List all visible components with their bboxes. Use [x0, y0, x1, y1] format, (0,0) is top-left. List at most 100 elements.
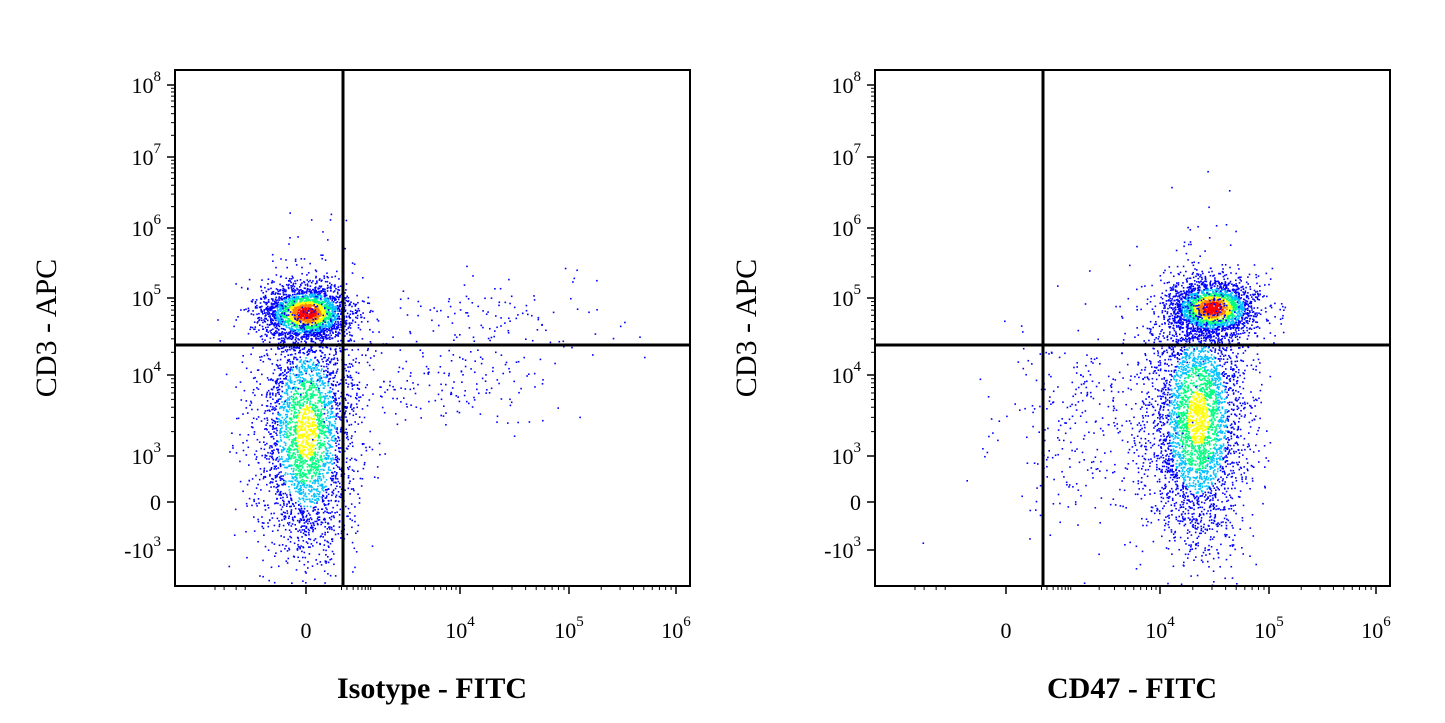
event-dot	[307, 365, 310, 367]
event-dot	[289, 298, 292, 300]
event-dot	[319, 375, 322, 377]
event-dot	[314, 509, 316, 511]
event-dot	[331, 325, 334, 328]
event-dot	[272, 336, 275, 339]
event-dot	[347, 438, 349, 441]
event-dot	[325, 297, 328, 300]
event-dot	[314, 308, 316, 311]
event-dot	[245, 454, 248, 456]
event-dot	[290, 285, 292, 287]
event-dot	[299, 298, 301, 301]
event-dot	[237, 316, 239, 318]
event-dot	[254, 394, 256, 397]
event-dot	[345, 410, 347, 412]
event-dot	[268, 307, 271, 310]
event-dot	[337, 447, 340, 449]
event-dot	[268, 461, 271, 464]
event-dot	[297, 321, 299, 324]
event-dot	[308, 326, 310, 329]
event-dot	[266, 335, 268, 338]
event-dot	[270, 332, 272, 334]
event-dot	[267, 305, 269, 308]
event-dot	[325, 449, 327, 451]
event-dot	[354, 458, 356, 461]
event-dot	[355, 357, 357, 360]
event-dot	[269, 337, 272, 340]
event-dot	[367, 320, 369, 323]
event-dot	[284, 512, 286, 514]
event-dot	[362, 312, 364, 314]
event-dot	[320, 285, 323, 287]
event-dot	[289, 306, 291, 309]
event-dot	[345, 382, 348, 384]
event-dot	[292, 555, 295, 558]
event-dot	[293, 302, 295, 304]
event-dot	[282, 496, 284, 499]
event-dot	[311, 340, 313, 343]
event-dot	[304, 301, 306, 304]
event-dot	[317, 465, 320, 468]
event-dot	[311, 321, 314, 324]
event-dot	[333, 327, 336, 330]
event-dot	[261, 319, 263, 322]
event-dot	[348, 354, 350, 356]
event-dot	[303, 362, 306, 364]
event-dot	[287, 324, 290, 327]
event-dot	[312, 386, 314, 389]
event-dot	[266, 323, 269, 326]
event-dot	[257, 462, 260, 464]
event-dot	[312, 340, 315, 343]
event-dot	[339, 309, 341, 312]
event-dot	[297, 292, 299, 294]
event-dot	[280, 535, 282, 537]
event-dot	[317, 287, 320, 289]
event-dot	[338, 329, 341, 331]
event-dot	[329, 297, 331, 300]
event-dot	[328, 417, 330, 419]
event-dot	[333, 324, 335, 327]
event-dot	[332, 301, 335, 303]
event-dot	[283, 288, 286, 291]
event-dot	[308, 538, 310, 540]
event-dot	[322, 328, 325, 330]
event-dot	[319, 415, 321, 417]
event-dot	[264, 456, 266, 459]
event-dot	[271, 453, 273, 455]
event-dot	[266, 428, 268, 431]
event-dot	[319, 392, 321, 394]
event-dot	[352, 319, 354, 322]
event-dot	[281, 298, 283, 301]
event-dot	[301, 414, 304, 417]
event-dot	[297, 440, 300, 443]
event-dot	[326, 284, 329, 287]
event-dot	[291, 442, 293, 444]
event-dot	[322, 330, 324, 332]
event-dot	[270, 512, 273, 515]
event-dot	[326, 450, 329, 452]
event-dot	[327, 329, 330, 331]
event-dot	[297, 376, 299, 378]
event-dot	[278, 318, 281, 320]
event-dot	[288, 447, 290, 450]
event-dot	[312, 530, 314, 533]
event-dot	[311, 293, 313, 296]
event-dot	[290, 366, 292, 369]
event-dot	[309, 306, 311, 308]
event-dot	[299, 311, 302, 314]
event-dot	[296, 328, 298, 331]
event-dot	[316, 502, 318, 504]
event-dot	[298, 560, 301, 562]
event-dot	[344, 320, 347, 322]
event-dot	[276, 391, 279, 394]
event-dot	[290, 398, 293, 400]
event-dot	[325, 311, 328, 313]
event-dot	[306, 409, 309, 411]
event-dot	[339, 416, 341, 419]
event-dot	[282, 524, 285, 527]
event-dot	[317, 480, 319, 483]
event-dot	[316, 457, 319, 460]
event-dot	[289, 280, 291, 282]
event-dot	[263, 534, 265, 536]
event-dot	[312, 333, 314, 335]
